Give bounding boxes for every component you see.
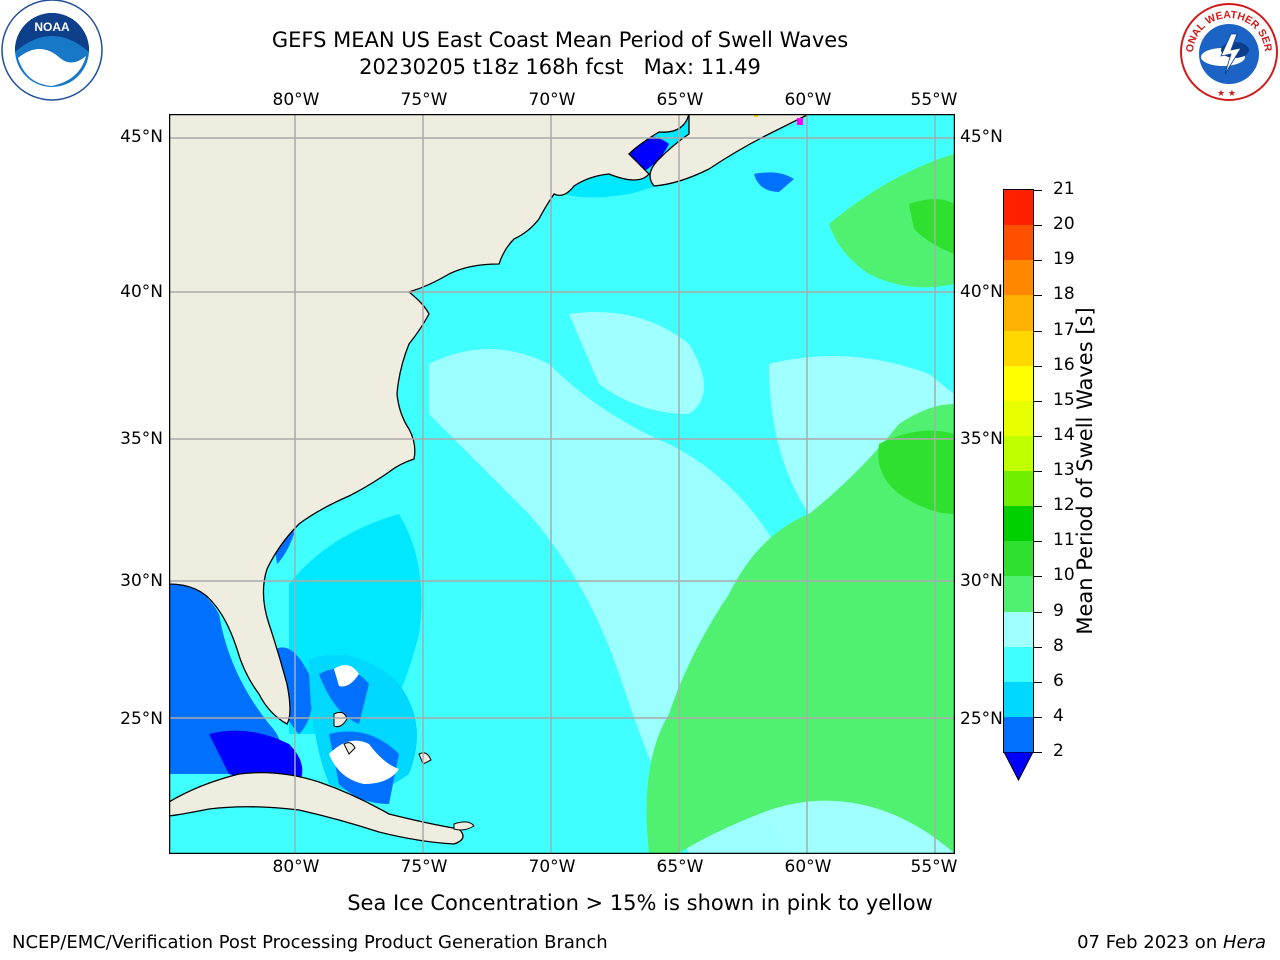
colorbar-tick-label: 19 <box>1053 249 1075 270</box>
noaa-logo-text: NOAA <box>34 20 70 34</box>
colorbar-tick-mark <box>1034 365 1042 367</box>
colorbar-segment <box>1004 471 1033 507</box>
chart-title: GEFS MEAN US East Coast Mean Period of S… <box>271 28 849 52</box>
lon-label-top-80w: 80°W <box>272 90 320 110</box>
colorbar-tick-mark <box>1034 225 1042 227</box>
colorbar-label: Mean Period of Swell Waves [s] <box>1073 307 1097 635</box>
colorbar-tick-mark <box>1034 646 1042 648</box>
colorbar-segment <box>1004 260 1033 296</box>
colorbar-segment <box>1004 295 1033 331</box>
colorbar-segment <box>1004 365 1033 401</box>
colorbar-tick-mark <box>1034 260 1042 262</box>
colorbar-tick-label: 9 <box>1053 600 1064 621</box>
colorbar-tick-label: 2 <box>1053 741 1064 761</box>
noaa-logo: NOAA <box>1 0 103 101</box>
colorbar-tick-mark <box>1034 471 1042 472</box>
colorbar-tick-label: 6 <box>1053 670 1064 691</box>
colorbar-tick-mark <box>1034 541 1042 543</box>
colorbar-tick-label: 10 <box>1053 565 1075 586</box>
colorbar-segment <box>1004 435 1033 471</box>
svg-text:★ ★: ★ ★ <box>1217 89 1236 99</box>
colorbar-tick-mark <box>1034 295 1042 297</box>
lon-label-bottom-70w: 70°W <box>528 857 576 877</box>
lon-label-top-55w: 55°W <box>910 90 958 110</box>
colorbar-tick-mark <box>1034 506 1042 508</box>
colorbar-tick-label: 13 <box>1053 460 1075 480</box>
footer-date-text: 07 Feb 2023 on <box>1077 932 1223 953</box>
colorbar-tick-label: 18 <box>1053 284 1075 305</box>
colorbar-extend-arrow <box>1003 752 1034 782</box>
colorbar-tick-mark <box>1034 716 1042 718</box>
lat-label-right-25n: 25°N <box>960 709 1003 729</box>
lon-label-bottom-80w: 80°W <box>272 857 320 877</box>
footer-credit: NCEP/EMC/Verification Post Processing Pr… <box>12 932 608 953</box>
colorbar-tick-mark <box>1034 330 1042 332</box>
lon-label-bottom-75w: 75°W <box>400 857 448 877</box>
lon-label-bottom-55w: 55°W <box>910 857 958 877</box>
colorbar-tick-label: 4 <box>1053 705 1064 726</box>
lat-label-right-40n: 40°N <box>960 282 1003 302</box>
lon-label-bottom-65w: 65°W <box>656 857 704 877</box>
map-plot <box>169 114 955 854</box>
colorbar-tick-label: 16 <box>1053 354 1075 375</box>
lon-label-top-65w: 65°W <box>656 90 704 110</box>
colorbar-segment <box>1004 400 1033 436</box>
lon-label-top-60w: 60°W <box>784 90 832 110</box>
colorbar-segment <box>1004 716 1033 752</box>
colorbar-tick-label: 12 <box>1053 495 1075 516</box>
lon-label-top-70w: 70°W <box>528 90 576 110</box>
colorbar-segment <box>1004 681 1033 717</box>
lat-label-right-30n: 30°N <box>960 571 1003 591</box>
colorbar-tick-label: 20 <box>1053 214 1075 235</box>
colorbar-tick-label: 15 <box>1053 389 1075 410</box>
colorbar-segment <box>1004 330 1033 366</box>
colorbar-tick-label: 17 <box>1053 319 1075 340</box>
colorbar-segment <box>1004 506 1033 542</box>
footer-machine: Hera <box>1222 932 1266 953</box>
lat-label-left-40n: 40°N <box>120 282 163 302</box>
chart-subtitle: 20230205 t18z 168h fcst Max: 11.49 <box>359 55 761 79</box>
colorbar-outline <box>1003 189 1034 753</box>
colorbar-segment <box>1004 190 1033 226</box>
colorbar-tick-mark <box>1034 752 1042 753</box>
colorbar-segment <box>1004 576 1033 612</box>
colorbar-segment <box>1004 541 1033 577</box>
colorbar-tick-mark <box>1034 576 1042 578</box>
lat-label-right-35n: 35°N <box>960 429 1003 449</box>
sea-ice-note: Sea Ice Concentration > 15% is shown in … <box>0 891 1280 915</box>
colorbar-segment <box>1004 646 1033 682</box>
lat-label-left-30n: 30°N <box>120 571 163 591</box>
colorbar-segment <box>1004 611 1033 647</box>
lat-label-left-25n: 25°N <box>120 709 163 729</box>
nws-logo: NATIONAL WEATHER SERVICE ★ ★ <box>1177 0 1278 101</box>
lat-label-left-35n: 35°N <box>120 429 163 449</box>
colorbar-tick-label: 14 <box>1053 424 1075 445</box>
colorbar-tick-mark <box>1034 400 1042 402</box>
colorbar-tick-label: 11 <box>1053 530 1075 551</box>
colorbar-tick-mark <box>1034 681 1042 683</box>
colorbar-tick-mark <box>1034 190 1042 191</box>
lon-label-bottom-60w: 60°W <box>784 857 832 877</box>
colorbar-tick-label: 8 <box>1053 635 1064 656</box>
lat-label-right-45n: 45°N <box>960 127 1003 147</box>
lat-label-left-45n: 45°N <box>120 127 163 147</box>
sea-ice-note-text: Sea Ice Concentration > 15% is shown in … <box>347 891 933 915</box>
footer-date: 07 Feb 2023 on Hera <box>1077 932 1266 953</box>
lon-label-top-75w: 75°W <box>400 90 448 110</box>
colorbar-tick-label: 21 <box>1053 179 1075 199</box>
colorbar-tick-mark <box>1034 611 1042 613</box>
colorbar-tick-mark <box>1034 435 1042 437</box>
colorbar-segment <box>1004 225 1033 261</box>
